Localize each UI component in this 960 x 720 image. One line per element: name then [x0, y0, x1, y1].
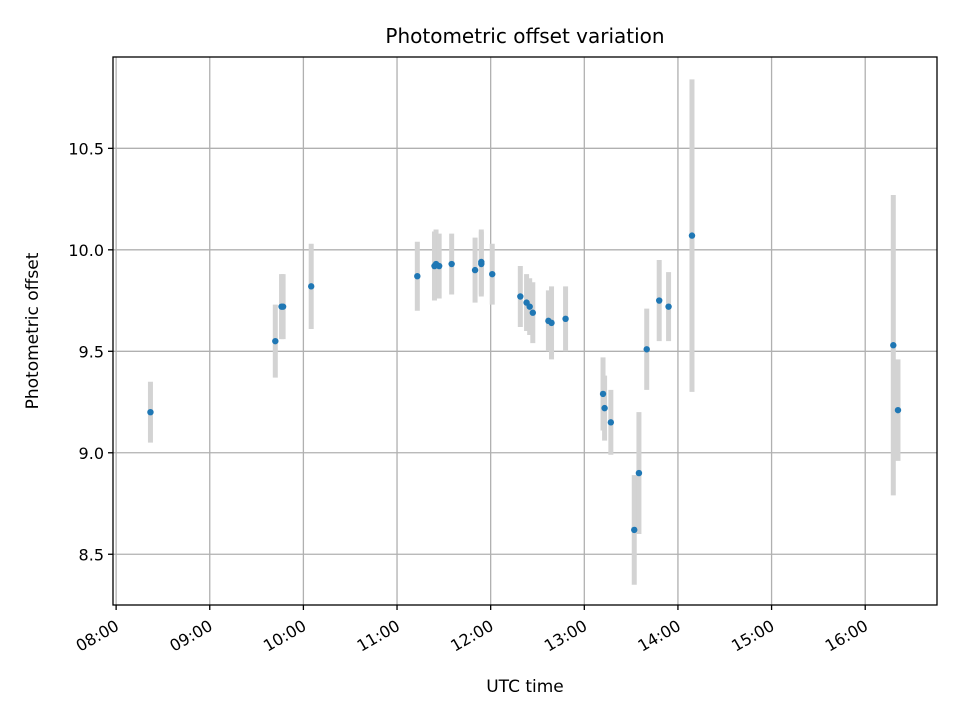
x-tick-label: 15:00 [728, 616, 777, 656]
x-axis-label: UTC time [486, 677, 564, 697]
data-point [307, 283, 315, 290]
y-tick-label: 9.0 [79, 444, 104, 463]
x-tick-label: 16:00 [822, 616, 871, 656]
y-axis-label: Photometric offset [23, 252, 43, 409]
data-point [562, 315, 569, 323]
x-tick-label: 11:00 [354, 616, 403, 656]
data-point [147, 408, 154, 416]
data-point [526, 303, 533, 310]
y-tick-label: 10.5 [68, 139, 104, 158]
data-point [643, 346, 650, 353]
chart-title: Photometric offset variation [385, 24, 664, 48]
x-tick-label: 12:00 [447, 616, 496, 656]
x-tick-label: 14:00 [635, 616, 684, 656]
x-axis-ticks: 08:00 09:00 10:00 11:00 12:00 13:00 14:00 15:00… [73, 605, 871, 656]
x-tick-label: 10:00 [260, 616, 309, 656]
data-point [548, 319, 555, 327]
y-tick-label: 8.5 [79, 545, 104, 564]
data-point [635, 469, 643, 477]
plot-frame [112, 56, 938, 606]
error-bars [147, 79, 901, 585]
y-tick-label: 10.0 [68, 241, 104, 260]
data-point [665, 303, 672, 310]
data-point [478, 260, 485, 268]
data-point [601, 404, 608, 412]
data-point [688, 232, 696, 239]
data-point [517, 293, 524, 300]
y-axis-ticks: 8.5 9.0 9.5 10.0 10.5 [68, 139, 113, 564]
data-point [894, 406, 902, 414]
data-point [529, 309, 537, 316]
y-tick-label: 9.5 [79, 342, 104, 361]
data-point [272, 337, 279, 345]
data-points [147, 232, 902, 534]
data-point [435, 262, 443, 270]
data-point [607, 419, 615, 426]
data-point [890, 342, 897, 349]
grid [113, 57, 937, 605]
x-tick-label: 13:00 [541, 616, 590, 656]
data-point [471, 266, 479, 274]
data-point [599, 390, 607, 398]
x-tick-label: 08:00 [73, 616, 122, 656]
x-tick-label: 09:00 [166, 616, 215, 656]
data-point [656, 297, 663, 304]
data-point [489, 270, 496, 278]
data-point [279, 303, 287, 310]
data-point [631, 526, 638, 534]
data-point [448, 260, 455, 268]
data-point [414, 273, 421, 280]
